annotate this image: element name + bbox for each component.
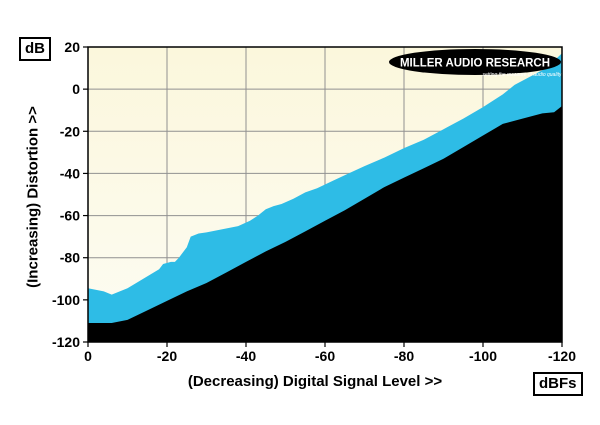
y-tick-label: -80 — [60, 250, 80, 266]
x-tick-label: -20 — [157, 348, 177, 364]
y-axis-title: (Increasing) Distortion >> — [24, 106, 42, 288]
y-axis-title-wrap: (Increasing) Distortion >> — [18, 92, 48, 302]
x-tick-label: -100 — [469, 348, 497, 364]
y-tick-label: 20 — [64, 39, 80, 55]
x-tick-label: -120 — [548, 348, 576, 364]
x-tick-label: 0 — [84, 348, 92, 364]
x-tick-label: -40 — [236, 348, 256, 364]
y-tick-label: -20 — [60, 123, 80, 139]
x-tick-label: -80 — [394, 348, 414, 364]
logo-tagline: setting the measure of audio quality — [483, 72, 562, 78]
x-unit-label: dBFs — [533, 372, 583, 396]
x-tick-label: -60 — [315, 348, 335, 364]
logo-wordmark: MILLER AUDIO RESEARCH — [400, 56, 550, 70]
y-tick-label: -60 — [60, 208, 80, 224]
y-tick-label: 0 — [72, 81, 80, 97]
miller-audio-research-logo: MILLER AUDIO RESEARCH setting the measur… — [389, 49, 562, 78]
y-tick-label: -100 — [52, 292, 80, 308]
x-axis-title: (Decreasing) Digital Signal Level >> — [187, 373, 443, 390]
y-unit-label: dB — [19, 37, 51, 61]
y-tick-label: -40 — [60, 165, 80, 181]
y-tick-label: -120 — [52, 334, 80, 350]
noise-floor — [88, 106, 562, 342]
